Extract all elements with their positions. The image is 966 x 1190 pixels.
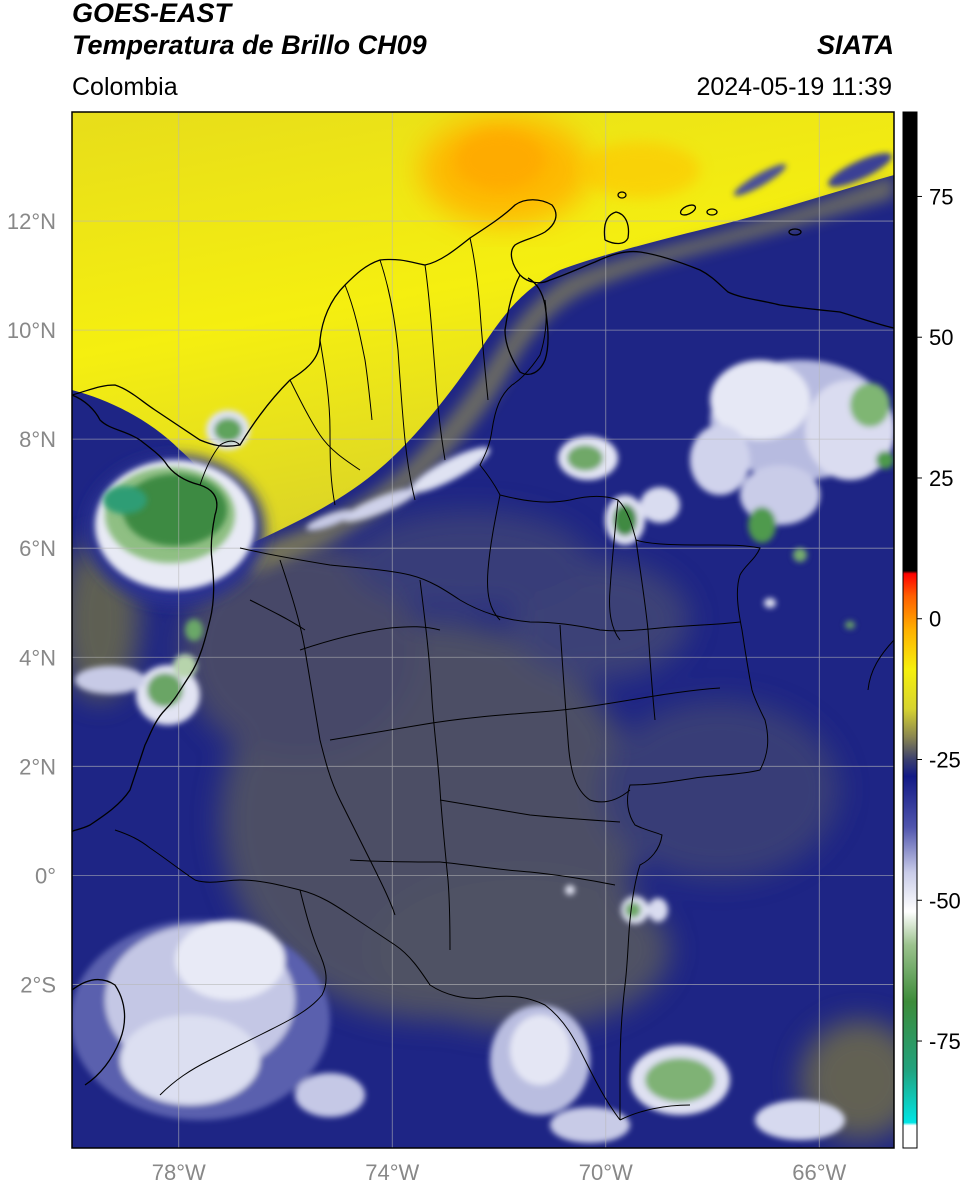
- pacific-convection: [85, 455, 265, 605]
- lat-tick-label: 10°N: [7, 318, 56, 343]
- political-borders: [114, 237, 894, 1121]
- southern-convection: [72, 885, 845, 1143]
- coastlines: [72, 191, 894, 1086]
- colorbar-tick-label: 25: [929, 466, 953, 491]
- map-panel: [72, 112, 894, 1148]
- front-transition: [242, 175, 894, 575]
- colorbar-tick-label: 0: [929, 607, 941, 632]
- map-frame: [71, 111, 895, 1149]
- colorbar: 75 50 25 0 -25 -50 -75: [902, 111, 961, 1149]
- satellite-title: GOES-EAST: [72, 0, 232, 28]
- pacific-small-cells: [75, 410, 250, 725]
- lon-tick-labels: 78°W 74°W 70°W 66°W: [152, 1160, 847, 1185]
- lat-tick-label: 6°N: [19, 536, 56, 561]
- datetime-label: 2024-05-19 11:39: [696, 73, 892, 101]
- lat-tick-label: 2°N: [19, 754, 56, 779]
- olive-shading: [72, 510, 894, 1140]
- colorbar-tick-label: -50: [929, 888, 961, 913]
- lat-tick-label: 2°S: [20, 972, 56, 997]
- lat-tick-labels: 12°N 10°N 8°N 6°N 4°N 2°N 0° 2°S: [7, 209, 56, 997]
- lon-tick-label: 74°W: [365, 1160, 419, 1185]
- product-title: Temperatura de Brillo CH09: [72, 30, 427, 60]
- colorbar-ticks: 75 50 25 0 -25 -50 -75: [917, 184, 961, 1054]
- lat-tick-label: 0°: [35, 863, 56, 888]
- colorbar-tick-label: 50: [929, 325, 953, 350]
- lat-tick-label: 8°N: [19, 427, 56, 452]
- lon-tick-label: 70°W: [579, 1160, 633, 1185]
- venezuela-convection: [558, 360, 894, 629]
- grid-lines: [72, 112, 894, 1148]
- warm-core-east: [580, 142, 700, 198]
- lat-tick-label: 12°N: [7, 209, 56, 234]
- lon-tick-label: 78°W: [152, 1160, 206, 1185]
- colorbar-tick-label: -25: [929, 748, 961, 773]
- region-label: Colombia: [72, 73, 178, 101]
- brand-label: SIATA: [817, 30, 894, 60]
- colorbar-tick-label: -75: [929, 1029, 961, 1054]
- lat-tick-label: 4°N: [19, 645, 56, 670]
- front-cloud-streaks: [306, 153, 892, 531]
- warm-core-inner: [455, 130, 545, 190]
- colorbar-tick-label: 75: [929, 184, 953, 209]
- colorbar-scale: [903, 112, 917, 1148]
- lon-tick-label: 66°W: [792, 1160, 846, 1185]
- colorbar-frame: [902, 111, 918, 1149]
